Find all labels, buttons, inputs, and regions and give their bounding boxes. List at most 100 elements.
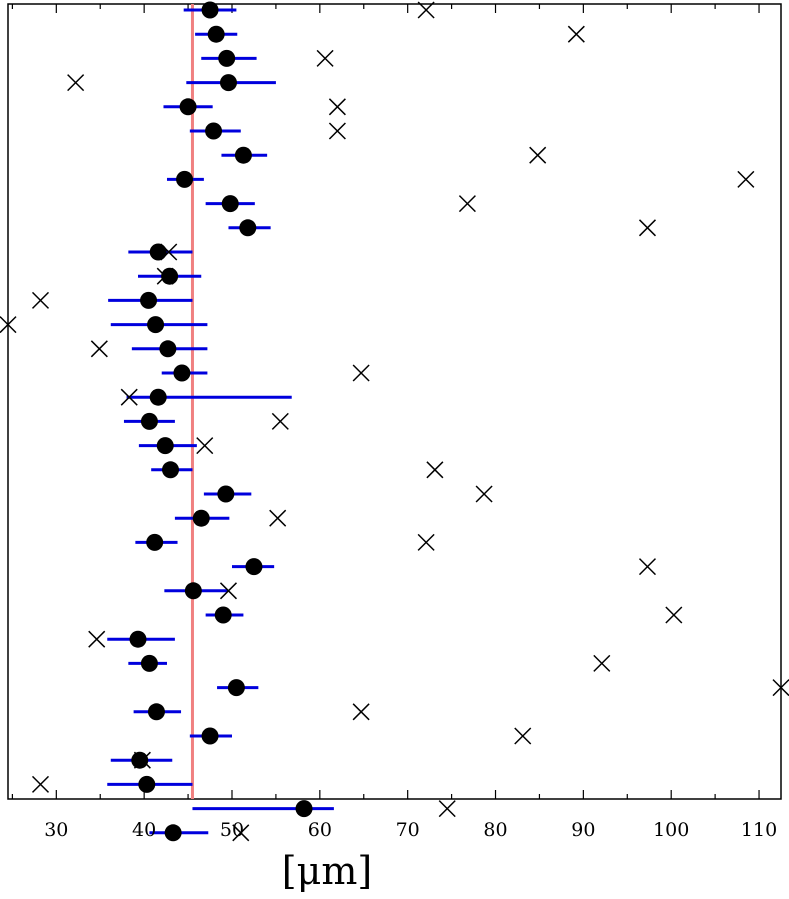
cross-marker [772,679,789,697]
cross-stroke [417,1,435,19]
data-point [179,98,197,116]
data-point [149,388,167,406]
cross-marker [90,340,108,358]
cross-marker [219,582,238,600]
data-point [149,243,167,261]
cross-marker [426,461,444,479]
cross-stroke [269,509,287,527]
cross-marker [271,412,289,430]
data-point [234,146,252,164]
data-point [205,122,223,140]
x-tick-label: 60 [308,819,332,841]
cross-stroke [0,316,17,334]
cross-marker [328,122,346,140]
data-point [140,412,158,430]
cross-stroke [67,74,85,92]
cross-marker [638,558,657,576]
cross-marker [417,1,435,19]
data-point [201,727,219,745]
cross-stroke [219,582,238,600]
cross-marker [737,170,755,188]
data-point [161,267,179,285]
cross-marker [196,437,214,455]
data-point [245,558,263,576]
cross-stroke [31,291,50,309]
data-point [164,824,182,842]
cross-marker [417,533,435,551]
cross-stroke [438,800,456,818]
x-tick-label: 90 [571,819,595,841]
data-point [227,679,245,697]
cross-stroke [88,630,106,648]
x-tick-label: 50 [220,819,244,841]
cross-marker [514,727,532,745]
data-point [218,49,236,67]
data-point [184,582,202,600]
cross-stroke [426,461,444,479]
cross-stroke [737,170,755,188]
data-point [147,316,165,334]
cross-stroke [31,775,50,793]
cross-stroke [475,485,493,503]
cross-marker [328,98,346,116]
cross-marker [567,25,585,43]
x-axis-ticks [11,4,760,799]
data-point [221,195,239,213]
x-tick-label: 30 [44,819,68,841]
x-tick-label: 100 [653,819,689,841]
cross-marker [665,606,683,624]
cross-marker [232,824,250,842]
cross-marker [593,654,611,672]
x-tick-labels: 30 40 50 60 70 80 90 100 110 [44,819,777,841]
data-point [129,630,147,648]
cross-stroke [196,437,214,455]
cross-stroke [316,49,334,67]
cross-marker [438,800,456,818]
cross-stroke [328,122,346,140]
cross-marker [88,630,106,648]
data-point [140,291,158,309]
data-point [131,751,149,769]
data-point [192,509,210,527]
data-point [239,219,257,237]
cross-stroke [328,98,346,116]
x-tick-label: 40 [132,819,156,841]
cross-marker [352,364,370,382]
cross-stroke [638,558,657,576]
data-point [159,340,177,358]
x-axis-label: [μm] [282,849,372,893]
cross-stroke [772,679,789,697]
cross-marker [458,195,476,213]
data-point [173,364,191,382]
data-point [207,25,225,43]
data-point [214,606,232,624]
cross-marker [120,388,138,406]
cross-stroke [529,146,547,164]
cross-stroke [593,654,611,672]
x-tick-label: 110 [741,819,777,841]
cross-stroke [271,412,289,430]
cross-stroke [567,25,585,43]
data-point [219,74,237,92]
circle-markers-layer [129,1,313,842]
cross-marker [31,775,50,793]
cross-marker [31,291,50,309]
x-tick-label: 80 [483,819,507,841]
cross-marker [0,316,17,334]
cross-marker [316,49,334,67]
data-point [176,170,194,188]
cross-stroke [120,388,138,406]
cross-marker [269,509,287,527]
plot-frame [7,3,782,800]
data-point [146,533,164,551]
data-point [217,485,235,503]
cross-stroke [90,340,108,358]
data-point [138,775,156,793]
cross-stroke [352,364,370,382]
cross-stroke [352,703,370,721]
cross-stroke [232,824,250,842]
cross-stroke [638,219,657,237]
cross-marker [529,146,547,164]
cross-stroke [665,606,683,624]
